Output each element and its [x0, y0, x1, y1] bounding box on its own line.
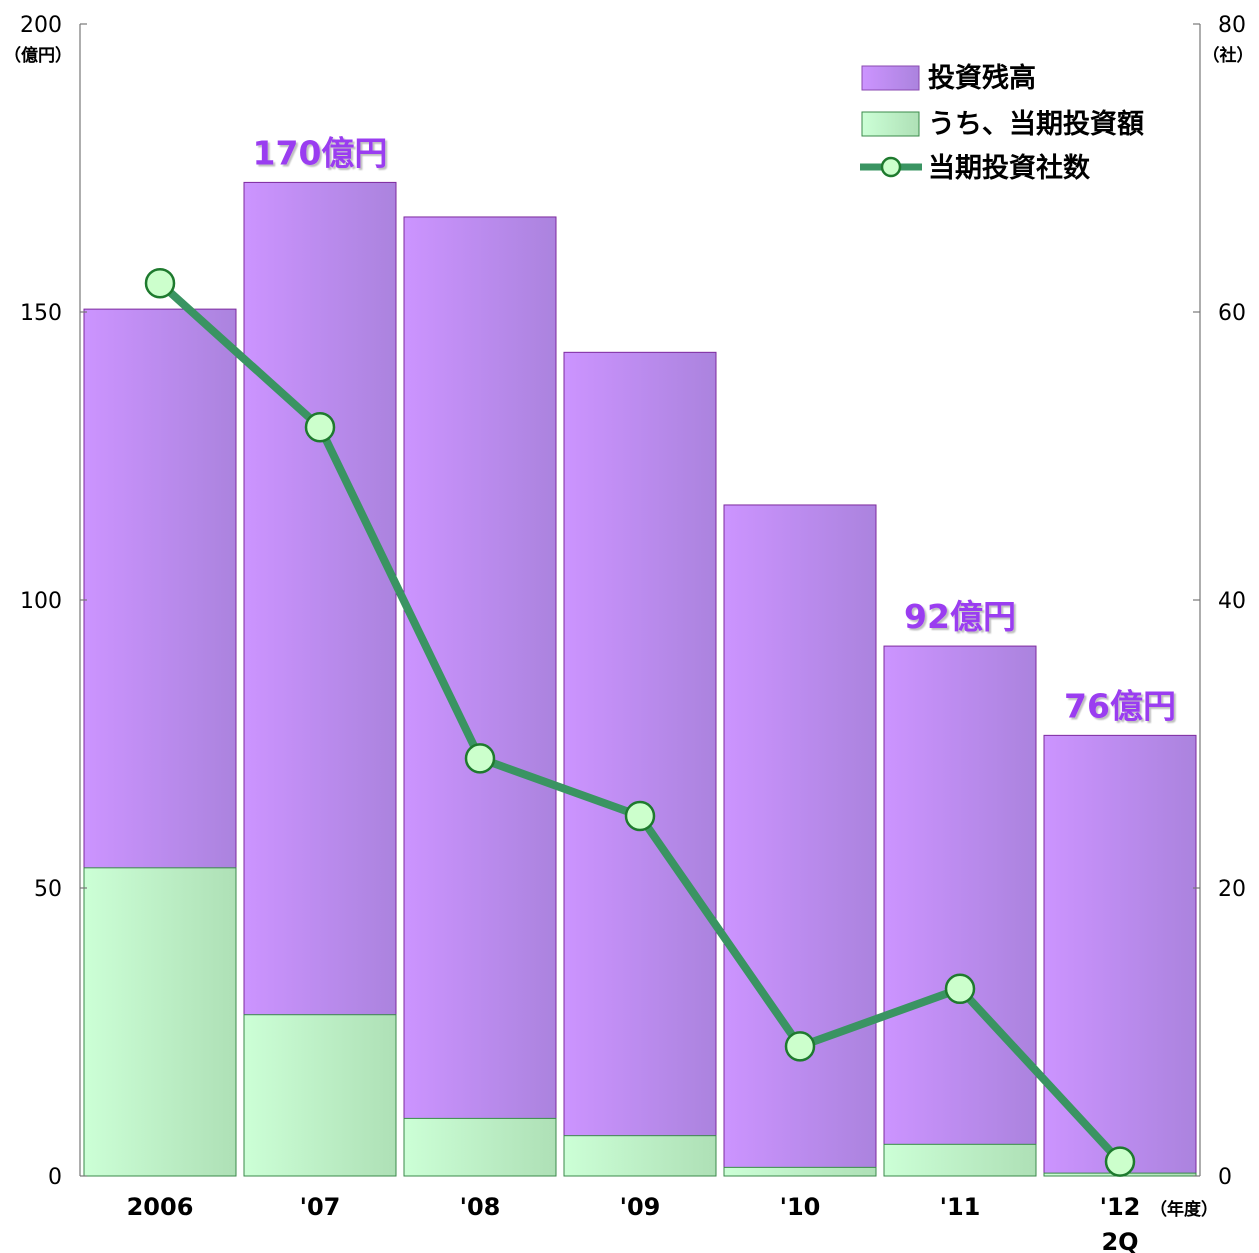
left-tick-label: 150	[20, 301, 62, 326]
legend-label-companies: 当期投資社数	[928, 152, 1091, 184]
bar-balance	[883, 645, 1037, 1177]
bar-balance	[723, 504, 877, 1177]
category-label: '08	[460, 1193, 501, 1221]
legend-swatch-new-investment	[861, 111, 920, 137]
category-label: '12	[1100, 1193, 1141, 1221]
x-axis-unit: （年度）	[1150, 1199, 1218, 1220]
point-companies	[624, 800, 656, 832]
value-callouts: 170億円 92億円 76億円	[253, 133, 1176, 725]
category-label: '10	[780, 1193, 821, 1221]
bar-balance	[563, 351, 717, 1177]
value-callout: 76億円	[1064, 686, 1176, 725]
category-sublabel: 2Q	[1101, 1228, 1138, 1253]
value-callout: 170億円	[253, 133, 388, 172]
right-tick-label: 60	[1218, 301, 1246, 326]
left-tick-label: 100	[20, 589, 62, 614]
point-companies	[144, 267, 176, 299]
point-companies	[1104, 1146, 1136, 1177]
left-tick-label: 50	[34, 877, 62, 902]
legend-label-new-investment: うち、当期投資額	[928, 109, 1144, 140]
right-tick-label: 80	[1218, 13, 1246, 38]
category-labels: 2006 '07 '08 '09 '10 '11 '12 2Q	[127, 1193, 1141, 1253]
right-axis-unit: （社）	[1203, 45, 1254, 66]
right-axis-ticks: 0 20 40 60 80	[1193, 13, 1246, 1190]
legend-marker-companies	[880, 156, 902, 178]
category-label: '11	[940, 1193, 981, 1221]
bar-new-investment	[723, 1166, 877, 1177]
axes: 0 50 100 150 200 0 20 40 60 80 （億円） （社）	[4, 13, 1254, 1190]
left-axis-ticks: 0 50 100 150 200	[20, 13, 87, 1190]
category-label: '09	[620, 1193, 661, 1221]
bar-new-investment	[883, 1143, 1037, 1177]
category-label: '07	[300, 1193, 341, 1221]
company-count-line	[144, 267, 1136, 1177]
point-companies	[784, 1031, 816, 1062]
point-companies	[464, 743, 496, 774]
left-tick-label: 0	[48, 1165, 62, 1190]
category-label: 2006	[127, 1193, 194, 1221]
left-axis-unit: （億円）	[4, 45, 72, 66]
legend: 投資残高 うち、当期投資額 当期投資社数	[860, 62, 1144, 184]
left-tick-label: 200	[20, 13, 62, 38]
right-tick-label: 0	[1218, 1165, 1232, 1190]
bars	[83, 181, 1197, 1177]
right-tick-label: 20	[1218, 877, 1246, 902]
bar-balance	[243, 181, 397, 1177]
bar-balance	[403, 216, 557, 1177]
legend-label-balance: 投資残高	[928, 62, 1036, 94]
point-companies	[304, 411, 336, 443]
right-tick-label: 40	[1218, 589, 1246, 614]
bar-new-investment	[563, 1135, 717, 1177]
value-callout: 92億円	[904, 597, 1016, 636]
bar-new-investment	[243, 1014, 397, 1177]
point-companies	[944, 973, 976, 1005]
bar-new-investment	[83, 867, 237, 1177]
bar-new-investment	[403, 1117, 557, 1177]
legend-swatch-balance	[861, 65, 920, 91]
